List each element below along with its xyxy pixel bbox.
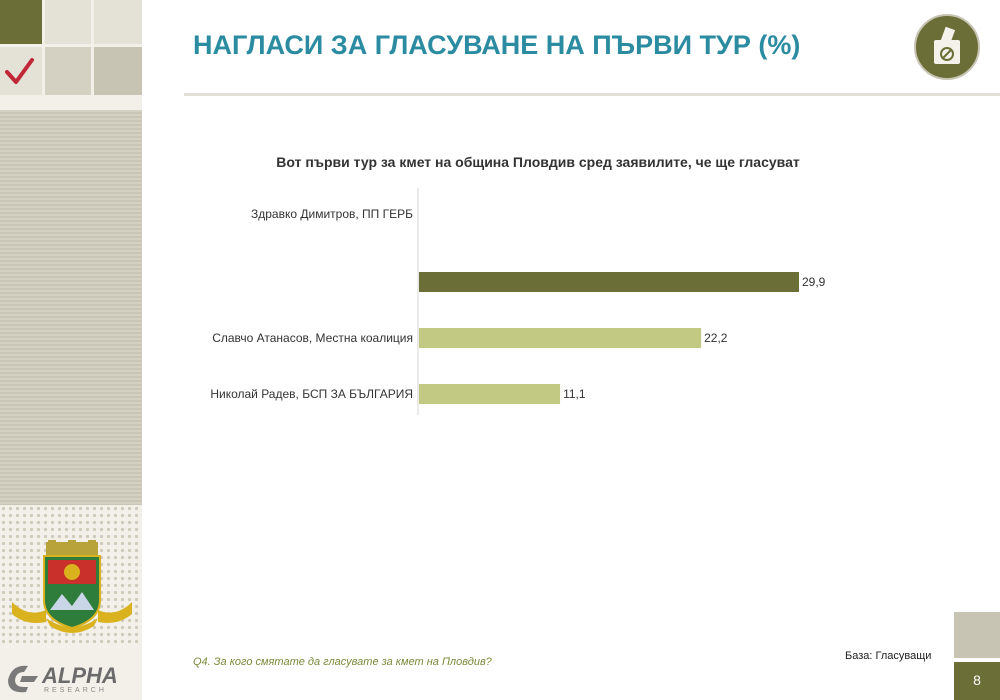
data-label: 22,2 xyxy=(704,331,728,345)
deco-square xyxy=(954,612,1000,658)
ballot-box-icon xyxy=(914,14,980,80)
deco-square xyxy=(45,47,91,95)
svg-text:ALPHA: ALPHA xyxy=(41,663,118,688)
page-title: НАГЛАСИ ЗА ГЛАСУВАНЕ НА ПЪРВИ ТУР (%) xyxy=(193,30,801,60)
page-number: 8 xyxy=(973,672,981,688)
category-label: Здравко Димитров, ПП ГЕРБ xyxy=(251,207,413,221)
alpha-research-logo: ALPHA RESEARCH xyxy=(8,663,118,694)
bar xyxy=(419,328,702,348)
title-divider xyxy=(184,93,1000,96)
deco-square xyxy=(0,0,42,44)
svg-text:RESEARCH: RESEARCH xyxy=(44,687,107,694)
chart-title: Вот първи тур за кмет на община Пловдив … xyxy=(276,154,800,170)
sample-base: База: Гласуващи xyxy=(845,650,932,662)
left-sidebar: ALPHA RESEARCH xyxy=(0,0,142,700)
plovdiv-emblem xyxy=(12,540,132,633)
bar xyxy=(419,272,799,292)
striped-panel xyxy=(0,110,142,505)
survey-question: Q4. За кого смятате да гласувате за кмет… xyxy=(193,656,492,668)
category-label: Славчо Атанасов, Местна коалиция xyxy=(212,331,413,345)
data-label: 11,1 xyxy=(563,387,586,401)
page-number-box xyxy=(954,662,1000,700)
category-label: Николай Радев, БСП ЗА БЪЛГАРИЯ xyxy=(210,387,413,401)
deco-square xyxy=(94,47,142,95)
bar xyxy=(419,384,561,404)
data-label: 29,9 xyxy=(802,275,826,289)
checkmark-icon xyxy=(5,58,34,84)
deco-square xyxy=(94,0,142,44)
deco-square xyxy=(45,0,91,44)
